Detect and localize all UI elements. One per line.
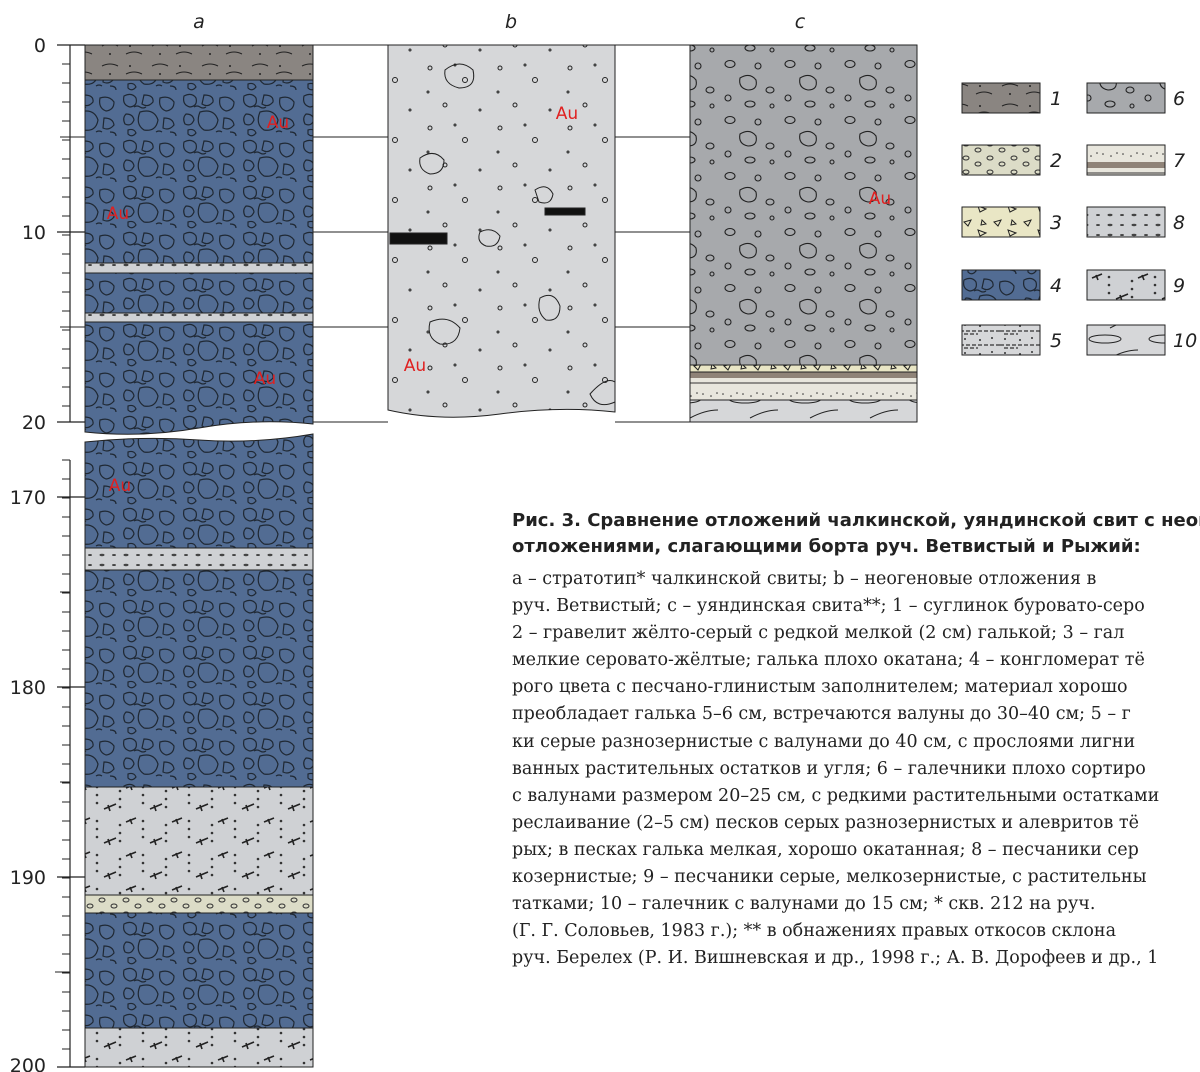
caption-title-line: отложениями, слагающими борта руч. Ветви… — [512, 534, 1200, 560]
gold-label: Au — [404, 356, 426, 376]
legend-number: 5 — [1050, 330, 1062, 352]
caption-body: a – стратотип* чалкинской свиты; b – нео… — [512, 566, 1200, 972]
column-a — [85, 45, 313, 1067]
depth-label: 0 — [34, 35, 46, 57]
caption-body-line: (Г. Г. Соловьев, 1983 г.); ** в обнажени… — [512, 918, 1200, 945]
caption: Рис. 3. Сравнение отложений чалкинской, … — [512, 508, 1200, 972]
depth-label: 170 — [10, 487, 46, 509]
caption-body-line: преобладает галька 5–6 см, встречаются в… — [512, 701, 1200, 728]
caption-body-line: руч. Берелех (Р. И. Вишневская и др., 19… — [512, 945, 1200, 972]
gold-label: Au — [107, 204, 129, 224]
legend-number: 1 — [1050, 88, 1062, 110]
caption-body-line: рых; в песках галька мелкая, хорошо окат… — [512, 837, 1200, 864]
caption-body-line: ванных растительных остатков и угля; 6 –… — [512, 756, 1200, 783]
legend-number: 10 — [1173, 330, 1197, 352]
caption-body-line: a – стратотип* чалкинской свиты; b – нео… — [512, 566, 1200, 593]
gold-label: Au — [109, 476, 131, 496]
gold-label: Au — [267, 113, 289, 133]
column-c — [690, 45, 917, 422]
caption-body-line: мелкие серовато-жёлтые; галька плохо ока… — [512, 647, 1200, 674]
caption-body-line: 2 – гравелит жёлто-серый с редкой мелкой… — [512, 620, 1200, 647]
legend — [962, 83, 1165, 355]
column-label: a — [193, 11, 205, 33]
caption-title: Рис. 3. Сравнение отложений чалкинской, … — [512, 508, 1200, 560]
gold-label: Au — [869, 189, 891, 209]
depth-label: 190 — [10, 867, 46, 889]
caption-body-line: козернистые; 9 – песчаники серые, мелкоз… — [512, 864, 1200, 891]
depth-label: 10 — [22, 222, 46, 244]
legend-number: 4 — [1050, 275, 1062, 297]
caption-body-line: татками; 10 – галечник с валунами до 15 … — [512, 891, 1200, 918]
caption-body-line: ки серые разнозернистые с валунами до 40… — [512, 729, 1200, 756]
depth-label: 20 — [22, 412, 46, 434]
legend-number: 6 — [1173, 88, 1185, 110]
caption-body-line: реслаивание (2–5 см) песков серых разноз… — [512, 810, 1200, 837]
legend-number: 7 — [1173, 150, 1185, 172]
caption-body-line: руч. Ветвистый; c – уяндинская свита**; … — [512, 593, 1200, 620]
caption-body-line: рого цвета с песчано-глинистым заполните… — [512, 674, 1200, 701]
caption-title-line: Рис. 3. Сравнение отложений чалкинской, … — [512, 508, 1200, 534]
legend-number: 8 — [1173, 212, 1185, 234]
legend-number: 9 — [1173, 275, 1185, 297]
depth-label: 180 — [10, 677, 46, 699]
gold-label: Au — [254, 369, 276, 389]
legend-number: 2 — [1050, 150, 1062, 172]
gold-label: Au — [556, 104, 578, 124]
column-label: b — [505, 11, 517, 33]
legend-number: 3 — [1050, 212, 1062, 234]
page: a b c Au Au Au Au Au Au Au 0 10 20 170 180 190 200 1 2 3 4 5 6… — [0, 0, 1200, 1072]
depth-label: 200 — [10, 1055, 46, 1072]
column-label: c — [795, 11, 806, 33]
caption-body-line: с валунами размером 20–25 см, с редкими … — [512, 783, 1200, 810]
